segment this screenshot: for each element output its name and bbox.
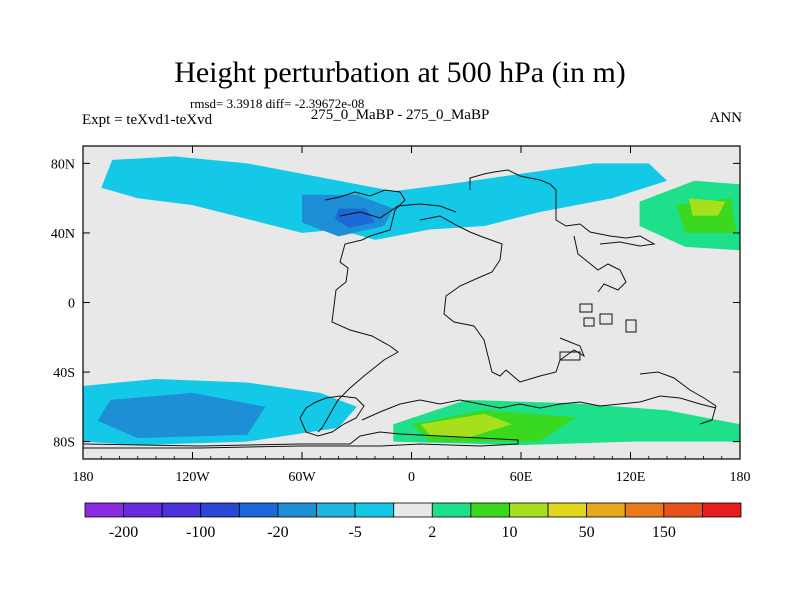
colorbar-swatch	[663, 502, 703, 518]
x-tick-label: 60W	[288, 470, 316, 485]
coastline-asia-north	[469, 169, 656, 247]
colorbar-swatch	[624, 502, 665, 518]
coastline-australia	[639, 371, 717, 425]
colorbar-swatch	[393, 502, 433, 518]
colorbar-label: 150	[652, 524, 676, 541]
coastline-americas	[317, 189, 406, 433]
experiment-label: Expt = teXvd1-teXvd	[82, 112, 213, 128]
stats-label: rmsd= 3.3918 diff= -2.39672e-08	[190, 96, 365, 111]
y-tick-label: 80N	[51, 157, 75, 172]
colorbar-swatch	[161, 502, 202, 518]
colorbar-swatch	[702, 502, 742, 518]
colorbar-swatch	[547, 502, 588, 518]
x-tick-label: 60E	[510, 470, 533, 485]
colorbar-swatch	[277, 502, 317, 518]
y-tick-label: 40N	[51, 227, 75, 242]
colorbar-swatch	[123, 502, 163, 518]
coastline-antarctic-peninsula	[299, 395, 365, 437]
colorbar-swatch	[586, 502, 626, 518]
colorbar-label: -100	[186, 524, 215, 541]
colorbar-label: 50	[579, 524, 595, 541]
colorbar: -200 -100 -20 -5 2 10 50 150	[84, 502, 742, 541]
season-label: ANN	[709, 110, 743, 126]
coastline-layer	[83, 169, 717, 449]
coastline-north-america-arctic	[339, 203, 457, 219]
colorbar-swatch	[470, 502, 510, 518]
coastline-eurasia-africa	[419, 215, 586, 383]
colorbar-label: -200	[109, 524, 138, 541]
colorbar-label: -20	[267, 524, 288, 541]
coastline-asia-east	[573, 235, 627, 293]
contour-region-10	[688, 198, 726, 216]
x-tick-label: 180	[73, 470, 94, 485]
coastline-southern-ocean	[361, 395, 717, 421]
colorbar-swatch	[316, 502, 356, 518]
coastline-islands	[559, 303, 637, 361]
colorbar-swatch	[354, 502, 395, 518]
colorbar-swatch	[238, 502, 279, 518]
colorbar-swatch	[431, 502, 472, 518]
chart-title: Height perturbation at 500 hPa (in m)	[174, 56, 626, 89]
y-tick-label: 0	[68, 297, 75, 312]
x-tick-label: 120E	[616, 470, 646, 485]
coastline-antarctica	[83, 431, 519, 449]
x-tick-label: 120W	[175, 470, 210, 485]
contour-region-4	[97, 392, 266, 439]
x-tick-label: 0	[408, 470, 415, 485]
y-tick-label: 80S	[53, 436, 75, 451]
contour-region-7	[420, 413, 512, 439]
y-tick-label: 40S	[53, 366, 75, 381]
colorbar-swatch	[200, 502, 240, 518]
y-axis: 80N 40N 0 40S 80S	[51, 157, 740, 451]
colorbar-swatch	[84, 502, 124, 518]
x-tick-label: 180	[730, 470, 751, 485]
colorbar-swatch	[509, 502, 549, 518]
x-axis: 180 120W 60W 0 60E 120E 180	[73, 146, 751, 485]
colorbar-label: -5	[348, 524, 361, 541]
colorbar-label: 2	[428, 524, 436, 541]
colorbar-label: 10	[501, 524, 517, 541]
case-label: 275_0_MaBP - 275_0_MaBP	[310, 107, 490, 123]
